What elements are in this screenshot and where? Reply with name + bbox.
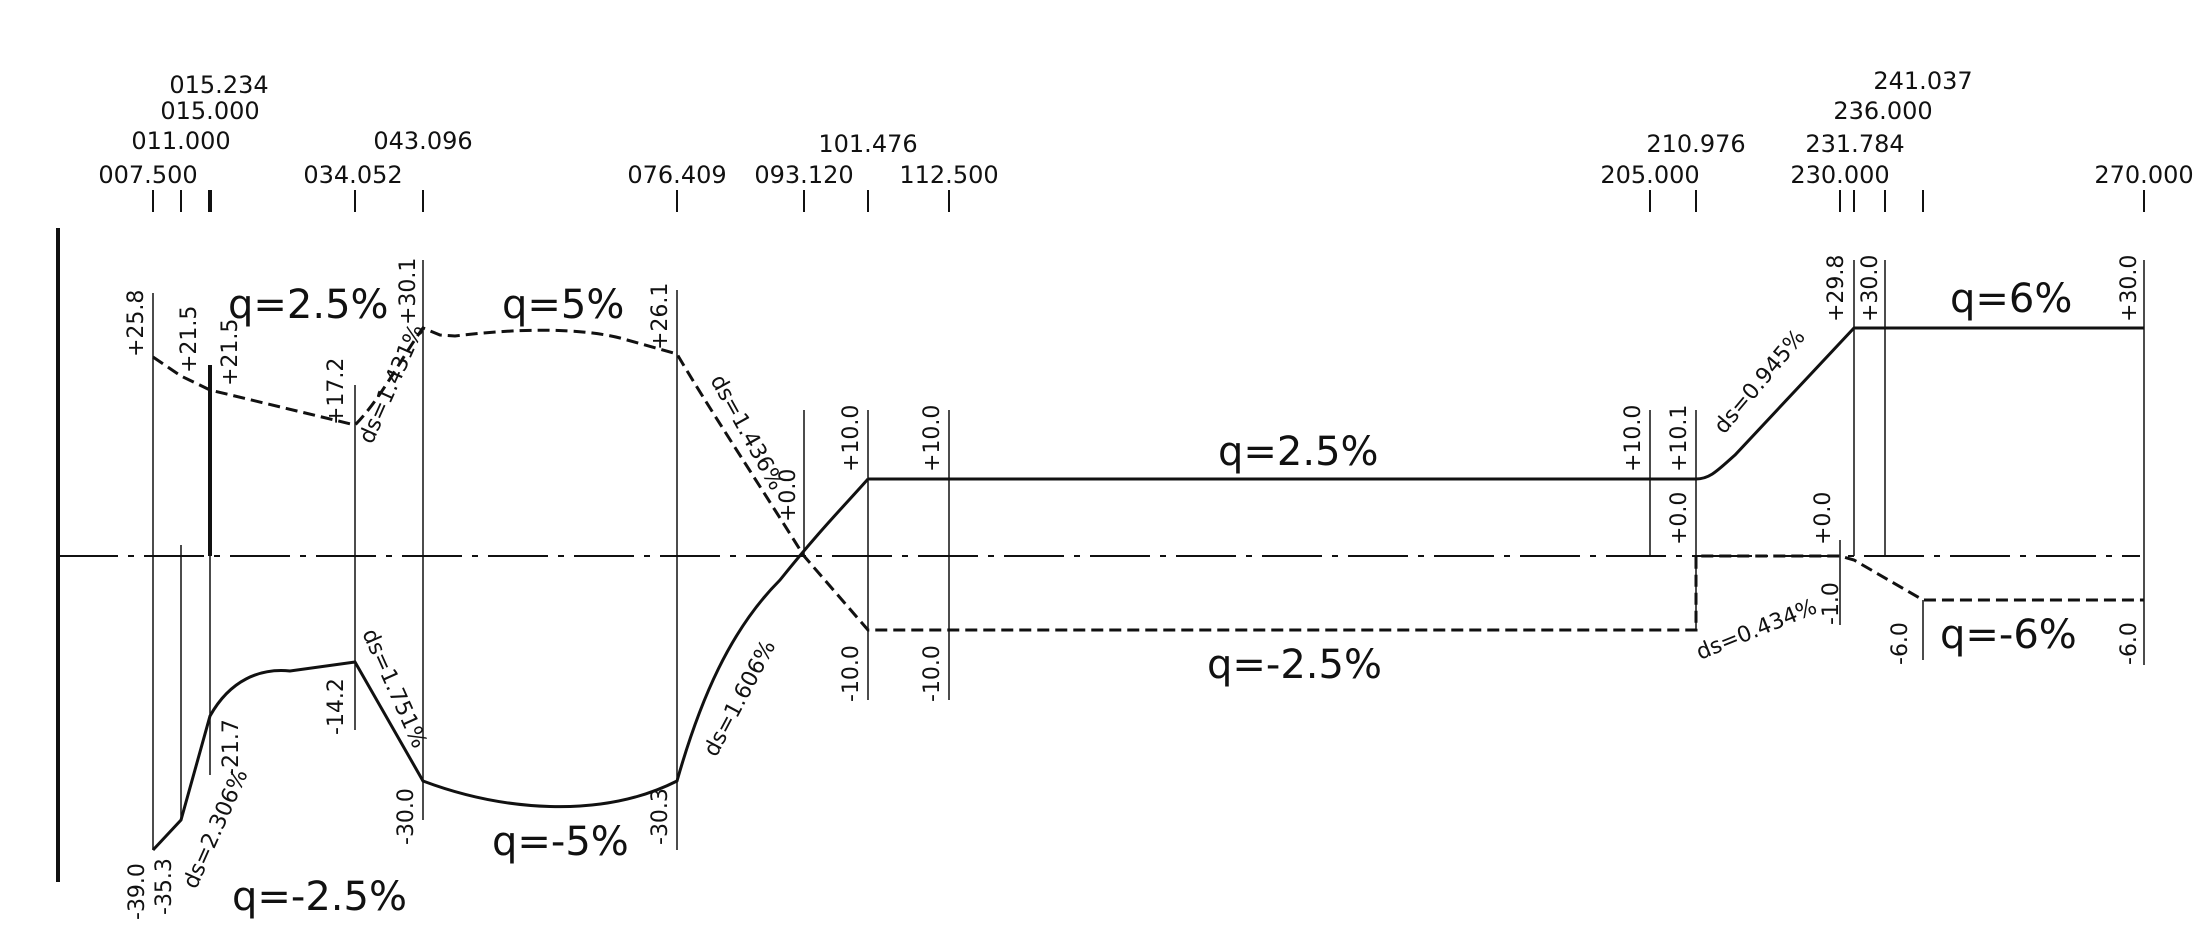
slope-label: ds=0.945% — [1709, 325, 1810, 439]
cross-slope-label: q=-2.5% — [1207, 642, 1382, 688]
station-label: 236.000 — [1833, 97, 1932, 125]
station-label: 007.500 — [98, 161, 197, 189]
cross-slope-label: q=-5% — [492, 819, 629, 865]
station-label: 205.000 — [1600, 161, 1699, 189]
value-labels: +25.8 +21.5 +21.5 +17.2 +30.1 +26.1 +10.… — [124, 255, 2142, 920]
value-label: +21.5 — [177, 306, 202, 373]
station-labels: 007.500 011.000 015.000 015.234 034.052 … — [98, 67, 2193, 189]
upper-left-edge-profile — [152, 326, 2144, 632]
value-label: -21.7 — [219, 719, 244, 776]
station-label: 241.037 — [1873, 67, 1972, 95]
value-label: -39.0 — [125, 863, 150, 920]
value-label: +30.0 — [2117, 255, 2142, 322]
value-label: -14.2 — [324, 678, 349, 735]
slope-label: ds=0.434% — [1693, 595, 1821, 666]
cross-slope-label: q=2.5% — [228, 282, 389, 328]
value-label: +10.1 — [1667, 405, 1692, 472]
value-label: +0.0 — [1667, 492, 1692, 545]
station-label: 015.000 — [160, 97, 259, 125]
station-label: 210.976 — [1646, 130, 1745, 158]
station-label: 034.052 — [303, 161, 402, 189]
value-label: -1.0 — [1819, 582, 1844, 625]
cross-slope-label: q=6% — [1950, 276, 2072, 322]
value-label: -35.3 — [152, 858, 177, 915]
station-label: 043.096 — [373, 127, 472, 155]
cross-slope-label: q=5% — [502, 282, 624, 328]
slope-labels: ds=1.431% ds=1.436% ds=0.945% ds=2.306% … — [179, 321, 1821, 893]
value-label: +17.2 — [324, 358, 349, 425]
value-label: -10.0 — [920, 645, 945, 702]
value-label: +26.1 — [648, 283, 673, 350]
station-ticks — [152, 190, 2145, 212]
value-label: +30.0 — [1858, 255, 1883, 322]
station-label: 101.476 — [818, 130, 917, 158]
station-label: 076.409 — [627, 161, 726, 189]
value-label: +0.0 — [776, 469, 801, 522]
value-label: +29.8 — [1824, 255, 1849, 322]
value-label: +25.8 — [124, 290, 149, 357]
station-label: 015.234 — [169, 71, 268, 99]
station-label: 011.000 — [131, 127, 230, 155]
station-label: 270.000 — [2094, 161, 2193, 189]
value-label: -10.0 — [839, 645, 864, 702]
value-label: -6.0 — [1888, 622, 1913, 665]
value-label: +10.0 — [839, 405, 864, 472]
station-label: 231.784 — [1805, 130, 1904, 158]
value-label: -6.0 — [2117, 622, 2142, 665]
slope-label: ds=1.606% — [699, 636, 781, 761]
lower-left-edge-profile — [151, 478, 870, 852]
upper-right-edge-profile — [868, 326, 2144, 481]
value-label: +10.0 — [1621, 405, 1646, 472]
cross-slope-label: q=-6% — [1940, 612, 2077, 658]
value-label: +0.0 — [1811, 492, 1836, 545]
station-label: 093.120 — [754, 161, 853, 189]
value-label: +30.1 — [396, 258, 421, 325]
value-label: -30.0 — [394, 788, 419, 845]
value-label: +21.5 — [218, 319, 243, 386]
slope-label: ds=1.431% — [355, 321, 430, 448]
value-label: -30.3 — [648, 788, 673, 845]
value-label: +10.0 — [920, 405, 945, 472]
station-label: 230.000 — [1790, 161, 1889, 189]
cross-slope-label: q=-2.5% — [232, 874, 407, 920]
cross-slope-label: q=2.5% — [1218, 429, 1379, 475]
slope-label: ds=1.436% — [705, 371, 789, 495]
station-label: 112.500 — [899, 161, 998, 189]
cross-slope-labels: q=2.5% q=5% q=2.5% q=6% q=-2.5% q=-5% q=… — [228, 276, 2077, 920]
